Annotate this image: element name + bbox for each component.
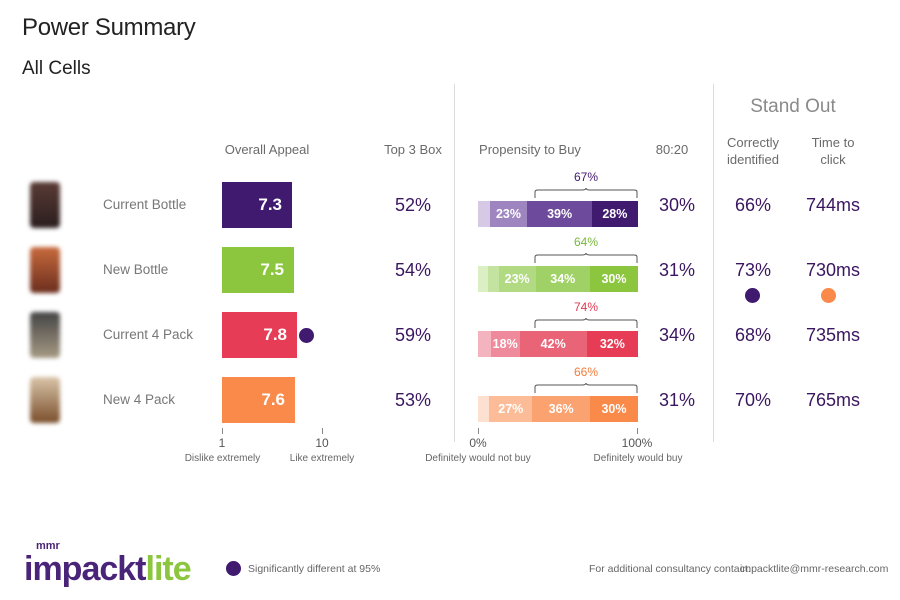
top3-value: 59%	[394, 325, 432, 345]
row-label: Current 4 Pack	[103, 327, 194, 342]
propensity-segment: 34%	[535, 266, 590, 292]
significance-dot-icon	[821, 288, 836, 303]
top3-value: 52%	[394, 195, 432, 215]
propensity-stacked-bar: 27% 36% 30%	[478, 396, 638, 422]
correctly-identified-header: Correctly identified	[726, 135, 780, 167]
top3-box-header: Top 3 Box	[384, 142, 442, 157]
ratio-value: 34%	[658, 325, 696, 345]
propensity-axis-tick-max	[637, 428, 638, 434]
page-subtitle: All Cells	[22, 58, 91, 79]
product-thumbnail	[30, 247, 60, 293]
appeal-axis-tick-min	[222, 428, 223, 434]
propensity-axis-max-label: 100%	[621, 436, 653, 450]
propensity-segment: 32%	[586, 331, 638, 357]
appeal-axis	[222, 430, 323, 431]
contact-label: For additional consultancy contact:	[589, 563, 751, 575]
appeal-axis-max-label: 10	[315, 436, 329, 450]
correctly-identified-value: 70%	[734, 390, 772, 410]
row-label: New Bottle	[103, 262, 169, 277]
time-to-click-value: 765ms	[805, 390, 861, 410]
row-label: Current Bottle	[103, 197, 187, 212]
propensity-segment	[487, 266, 499, 292]
appeal-axis-min-desc: Dislike extremely	[184, 453, 261, 464]
appeal-axis-tick-max	[322, 428, 323, 434]
appeal-bar: 7.3	[222, 182, 292, 228]
propensity-brace-label: 74%	[573, 300, 599, 314]
row-label: New 4 Pack	[103, 392, 176, 407]
propensity-segment	[478, 266, 488, 292]
propensity-segment: 23%	[498, 266, 536, 292]
propensity-brace	[534, 383, 638, 393]
top3-value: 53%	[394, 390, 432, 410]
propensity-segment	[478, 331, 491, 357]
propensity-segment: 30%	[589, 266, 638, 292]
significance-dot-icon	[226, 561, 241, 576]
propensity-header: Propensity to Buy	[479, 142, 581, 157]
propensity-segment: 18%	[490, 331, 520, 357]
propensity-segment: 30%	[589, 396, 638, 422]
appeal-axis-min-label: 1	[218, 436, 226, 450]
appeal-axis-max-desc: Like extremely	[289, 453, 355, 464]
propensity-brace-label: 64%	[573, 235, 599, 249]
contact-email[interactable]: impacktlite@mmr-research.com	[740, 563, 889, 575]
propensity-segment: 42%	[519, 331, 587, 357]
product-thumbnail	[30, 182, 60, 228]
appeal-bar: 7.8	[222, 312, 297, 358]
propensity-segment	[478, 396, 490, 422]
propensity-axis-tick-min	[478, 428, 479, 434]
correctly-identified-value: 68%	[734, 325, 772, 345]
ratio-value: 31%	[658, 390, 696, 410]
significance-dot-icon	[299, 328, 314, 343]
column-divider-right	[713, 84, 714, 442]
product-thumbnail	[30, 312, 60, 358]
propensity-segment: 36%	[532, 396, 590, 422]
appeal-bar: 7.5	[222, 247, 294, 293]
propensity-brace	[534, 318, 638, 328]
column-divider-left	[454, 84, 455, 442]
ratio-header: 80:20	[655, 142, 689, 157]
logo-mmr: mmr	[36, 540, 60, 552]
propensity-stacked-bar: 18% 42% 32%	[478, 331, 638, 357]
logo-text-b: lite	[145, 550, 192, 588]
ratio-value: 31%	[658, 260, 696, 280]
propensity-stacked-bar: 23% 34% 30%	[478, 266, 638, 292]
propensity-axis-min-desc: Definitely would not buy	[425, 453, 531, 464]
propensity-brace-label: 67%	[573, 170, 599, 184]
propensity-brace-label: 66%	[573, 365, 599, 379]
logo: impacktlite	[24, 550, 192, 589]
product-thumbnail	[30, 377, 60, 423]
logo-text-a: impackt	[24, 550, 146, 588]
propensity-stacked-bar: 23% 39% 28%	[478, 201, 638, 227]
time-to-click-value: 735ms	[805, 325, 861, 345]
correctly-identified-value: 73%	[734, 260, 772, 280]
propensity-brace	[534, 253, 638, 263]
time-to-click-value: 730ms	[805, 260, 861, 280]
appeal-bar: 7.6	[222, 377, 295, 423]
propensity-segment: 39%	[527, 201, 592, 227]
propensity-axis-min-label: 0%	[469, 436, 487, 450]
propensity-brace	[534, 188, 638, 198]
legend-text: Significantly different at 95%	[248, 563, 381, 575]
ratio-value: 30%	[658, 195, 696, 215]
time-to-click-header: Time to click	[811, 135, 855, 167]
stand-out-heading: Stand Out	[750, 96, 836, 117]
propensity-segment: 27%	[489, 396, 533, 422]
propensity-axis-max-desc: Definitely would buy	[593, 453, 683, 464]
overall-appeal-header: Overall Appeal	[224, 142, 310, 157]
propensity-segment: 28%	[591, 201, 638, 227]
correctly-identified-value: 66%	[734, 195, 772, 215]
top3-value: 54%	[394, 260, 432, 280]
page-title: Power Summary	[22, 14, 196, 41]
time-to-click-value: 744ms	[805, 195, 861, 215]
propensity-segment	[478, 201, 490, 227]
significance-dot-icon	[745, 288, 760, 303]
propensity-segment: 23%	[489, 201, 528, 227]
